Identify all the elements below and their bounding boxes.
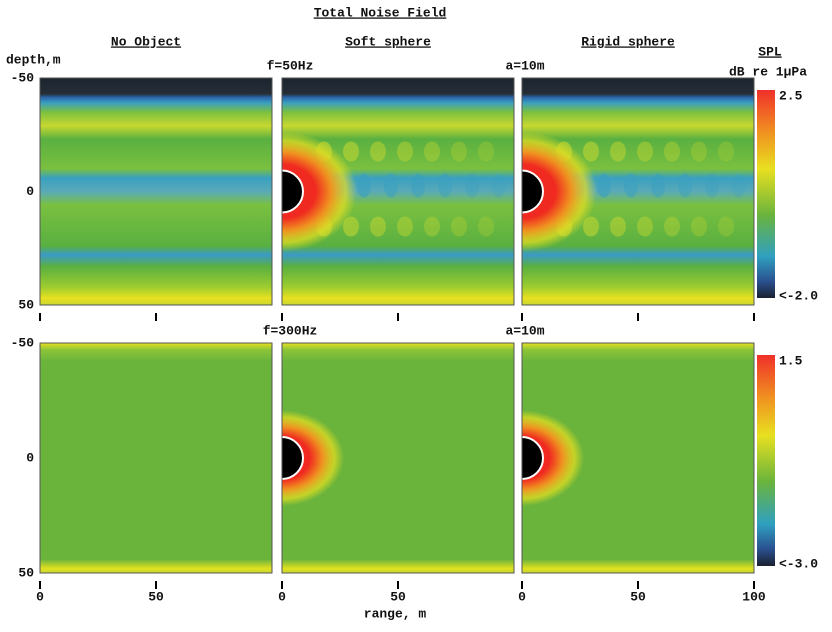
radius-label: a=10m bbox=[505, 58, 544, 73]
ripple bbox=[597, 173, 611, 198]
panel-frame bbox=[39, 342, 273, 574]
ripple bbox=[691, 216, 707, 237]
panel-frame bbox=[521, 342, 755, 574]
panel bbox=[522, 78, 754, 305]
halo bbox=[522, 131, 597, 252]
ripple bbox=[465, 173, 479, 198]
ripple bbox=[357, 173, 371, 198]
ripple bbox=[624, 173, 638, 198]
ripple bbox=[583, 141, 599, 162]
ripple bbox=[478, 141, 494, 162]
column-title: No Object bbox=[111, 34, 181, 49]
colorbar-tick-label: <-3.0 bbox=[779, 556, 818, 571]
ripple bbox=[451, 216, 467, 237]
frequency-label: f=300Hz bbox=[263, 323, 318, 338]
ripple bbox=[664, 141, 680, 162]
colorbar-unit: dB re 1µPa bbox=[729, 64, 807, 79]
y-tick-label: -50 bbox=[11, 335, 35, 350]
x-tick-label: 0 bbox=[278, 589, 286, 604]
ripple bbox=[397, 216, 413, 237]
panel bbox=[522, 343, 754, 573]
x-tick-label: 100 bbox=[742, 589, 766, 604]
ripple bbox=[651, 173, 665, 198]
y-tick-label: 50 bbox=[18, 297, 34, 312]
ripple bbox=[610, 141, 626, 162]
panel bbox=[282, 78, 514, 305]
sphere bbox=[522, 169, 544, 214]
ripple bbox=[610, 216, 626, 237]
colorbar-tick-label: 2.5 bbox=[779, 88, 803, 103]
x-tick-label: 50 bbox=[390, 589, 406, 604]
panel-frame bbox=[521, 77, 755, 306]
sphere bbox=[522, 436, 544, 480]
sphere bbox=[282, 436, 304, 480]
ripple bbox=[637, 141, 653, 162]
sphere bbox=[282, 169, 304, 214]
heatmap bbox=[40, 78, 272, 305]
panel bbox=[40, 78, 272, 305]
halo bbox=[282, 410, 344, 506]
column-title: Soft sphere bbox=[345, 34, 431, 49]
ripple bbox=[478, 216, 494, 237]
ripple bbox=[424, 141, 440, 162]
ripple bbox=[370, 216, 386, 237]
y-tick-label: 0 bbox=[26, 450, 34, 465]
figure-title: Total Noise Field bbox=[314, 5, 447, 20]
ripple bbox=[732, 173, 746, 198]
colorbar-tick-label: 1.5 bbox=[779, 353, 803, 368]
ripple bbox=[411, 173, 425, 198]
ripple bbox=[370, 141, 386, 162]
ripple bbox=[705, 173, 719, 198]
ripple bbox=[678, 173, 692, 198]
panel-frame bbox=[281, 342, 515, 574]
ripple bbox=[492, 173, 506, 198]
x-tick-label: 50 bbox=[148, 589, 164, 604]
ripple bbox=[718, 141, 734, 162]
y-tick-label: 50 bbox=[18, 565, 34, 580]
ripple bbox=[343, 216, 359, 237]
panel bbox=[40, 343, 272, 573]
x-tick-label: 0 bbox=[36, 589, 44, 604]
radius-label: a=10m bbox=[505, 323, 544, 338]
column-title: Rigid sphere bbox=[581, 34, 675, 49]
x-axis-label: range, m bbox=[364, 606, 427, 621]
y-tick-label: 0 bbox=[26, 184, 34, 199]
ripple bbox=[343, 141, 359, 162]
ripple bbox=[664, 216, 680, 237]
ripple bbox=[451, 141, 467, 162]
colorbar-title: SPL bbox=[758, 44, 782, 59]
halo bbox=[522, 410, 584, 506]
ripple bbox=[583, 216, 599, 237]
y-axis-label: depth,m bbox=[6, 52, 61, 67]
x-tick-label: 0 bbox=[518, 589, 526, 604]
panel bbox=[282, 343, 514, 573]
ripple bbox=[384, 173, 398, 198]
frequency-label: f=50Hz bbox=[267, 58, 314, 73]
colorbar bbox=[757, 355, 775, 566]
ripple bbox=[424, 216, 440, 237]
halo bbox=[282, 131, 357, 252]
ripple bbox=[691, 141, 707, 162]
panel-frame bbox=[281, 77, 515, 306]
panel-frame bbox=[39, 77, 273, 306]
ripple bbox=[718, 216, 734, 237]
x-tick-label: 50 bbox=[630, 589, 646, 604]
ripple bbox=[397, 141, 413, 162]
colorbar bbox=[757, 90, 775, 298]
colorbar-tick-label: <-2.0 bbox=[779, 288, 818, 303]
y-tick-label: -50 bbox=[11, 70, 35, 85]
ripple bbox=[637, 216, 653, 237]
ripple bbox=[438, 173, 452, 198]
heatmap bbox=[40, 343, 272, 573]
